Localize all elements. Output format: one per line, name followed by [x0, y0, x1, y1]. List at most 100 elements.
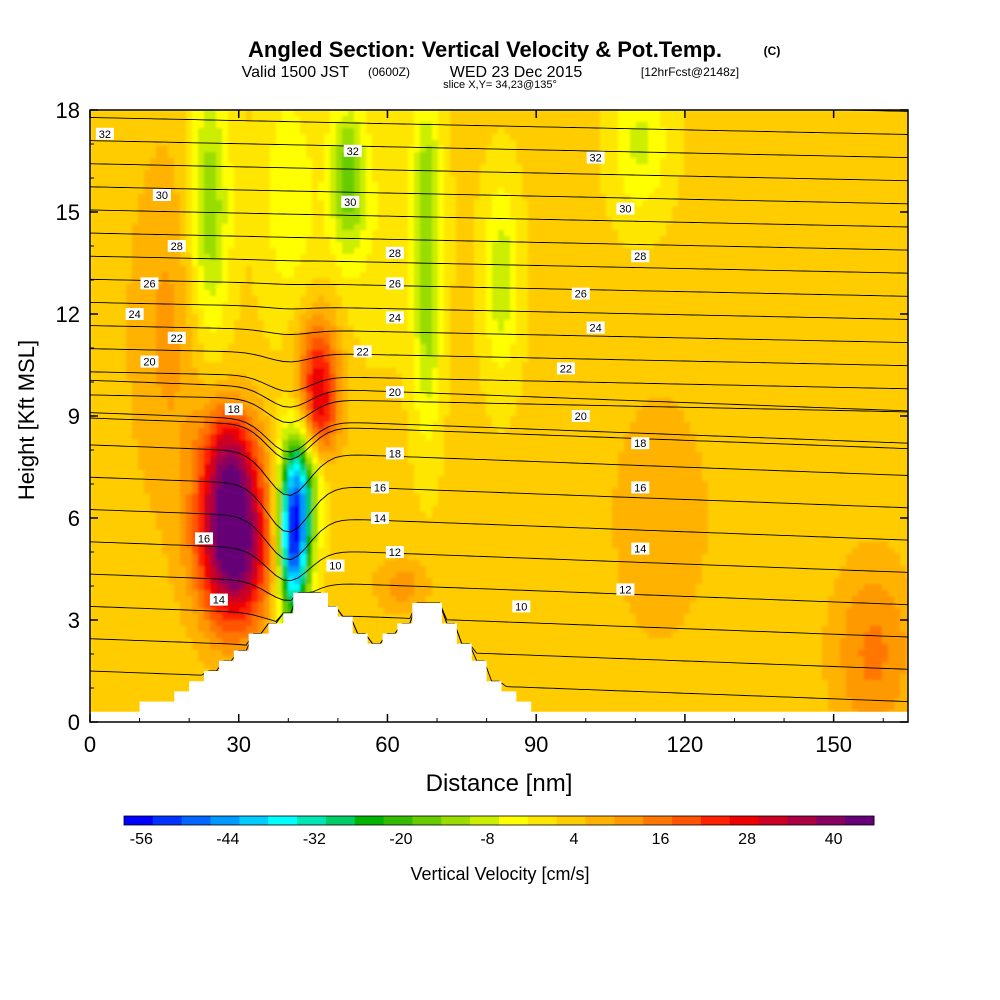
velocity-cell: [144, 512, 151, 519]
velocity-cell: [318, 290, 325, 297]
velocity-cell: [252, 464, 259, 471]
velocity-cell: [156, 632, 163, 639]
velocity-cell: [180, 494, 187, 501]
velocity-cell: [108, 440, 115, 447]
velocity-cell: [96, 674, 103, 681]
velocity-cell: [318, 266, 325, 273]
velocity-cell: [210, 554, 217, 561]
velocity-cell: [222, 230, 229, 237]
velocity-cell: [336, 266, 343, 273]
velocity-cell: [204, 122, 211, 129]
velocity-cell: [138, 182, 145, 189]
velocity-cell: [258, 278, 265, 285]
velocity-cell: [288, 158, 295, 165]
velocity-cell: [366, 266, 373, 273]
velocity-cell: [108, 260, 115, 267]
velocity-cell: [192, 296, 199, 303]
velocity-cell: [204, 512, 211, 519]
velocity-cell: [294, 584, 301, 591]
velocity-cell: [108, 662, 115, 669]
velocity-cell: [186, 668, 193, 675]
velocity-cell: [174, 140, 181, 147]
velocity-cell: [306, 416, 313, 423]
velocity-cell: [240, 284, 247, 291]
velocity-cell: [138, 632, 145, 639]
velocity-cell: [240, 632, 247, 639]
subtitle-valid: Valid 1500 JST: [242, 64, 350, 81]
velocity-cell: [240, 410, 247, 417]
velocity-cell: [318, 332, 325, 339]
velocity-cell: [210, 320, 217, 327]
velocity-cell: [198, 380, 205, 387]
velocity-cell: [318, 134, 325, 141]
velocity-cell: [168, 590, 175, 597]
velocity-cell: [162, 176, 169, 183]
velocity-cell: [144, 644, 151, 651]
velocity-cell: [90, 254, 97, 261]
velocity-cell: [360, 590, 367, 597]
velocity-cell: [366, 362, 373, 369]
velocity-cell: [336, 200, 343, 207]
velocity-cell: [228, 230, 235, 237]
velocity-cell: [162, 434, 169, 441]
velocity-cell: [150, 470, 157, 477]
velocity-cell: [276, 476, 283, 483]
velocity-cell: [180, 272, 187, 279]
velocity-cell: [276, 122, 283, 129]
velocity-cell: [216, 260, 223, 267]
velocity-cell: [222, 590, 229, 597]
velocity-cell: [126, 446, 133, 453]
velocity-cell: [336, 488, 343, 495]
velocity-cell: [222, 332, 229, 339]
velocity-cell: [336, 530, 343, 537]
velocity-cell: [264, 284, 271, 291]
velocity-cell: [300, 260, 307, 267]
velocity-cell: [246, 404, 253, 411]
velocity-cell: [138, 326, 145, 333]
velocity-cell: [276, 278, 283, 285]
velocity-cell: [354, 158, 361, 165]
velocity-cell: [210, 506, 217, 513]
velocity-cell: [288, 572, 295, 579]
velocity-cell: [174, 158, 181, 165]
velocity-cell: [144, 242, 151, 249]
velocity-cell: [252, 224, 259, 231]
velocity-cell: [150, 626, 157, 633]
velocity-cell: [174, 260, 181, 267]
velocity-cell: [306, 518, 313, 525]
velocity-cell: [186, 272, 193, 279]
velocity-cell: [108, 590, 115, 597]
velocity-cell: [312, 200, 319, 207]
velocity-cell: [330, 308, 337, 315]
velocity-cell: [108, 686, 115, 693]
velocity-cell: [150, 218, 157, 225]
velocity-cell: [192, 560, 199, 567]
velocity-cell: [240, 350, 247, 357]
velocity-cell: [114, 440, 121, 447]
velocity-cell: [330, 356, 337, 363]
velocity-cell: [90, 206, 97, 213]
velocity-cell: [222, 440, 229, 447]
velocity-cell: [120, 260, 127, 267]
velocity-cell: [96, 440, 103, 447]
velocity-cell: [114, 134, 121, 141]
velocity-cell: [348, 524, 355, 531]
velocity-cell: [294, 494, 301, 501]
velocity-cell: [222, 536, 229, 543]
velocity-cell: [336, 284, 343, 291]
velocity-cell: [324, 116, 331, 123]
velocity-cell: [276, 128, 283, 135]
velocity-cell: [96, 188, 103, 195]
velocity-cell: [354, 530, 361, 537]
velocity-cell: [102, 248, 109, 255]
velocity-cell: [246, 134, 253, 141]
velocity-cell: [222, 170, 229, 177]
velocity-cell: [168, 608, 175, 615]
velocity-cell: [120, 122, 127, 129]
velocity-cell: [246, 608, 253, 615]
velocity-cell: [312, 182, 319, 189]
velocity-cell: [324, 350, 331, 357]
velocity-cell: [270, 152, 277, 159]
velocity-cell: [144, 302, 151, 309]
velocity-cell: [360, 182, 367, 189]
